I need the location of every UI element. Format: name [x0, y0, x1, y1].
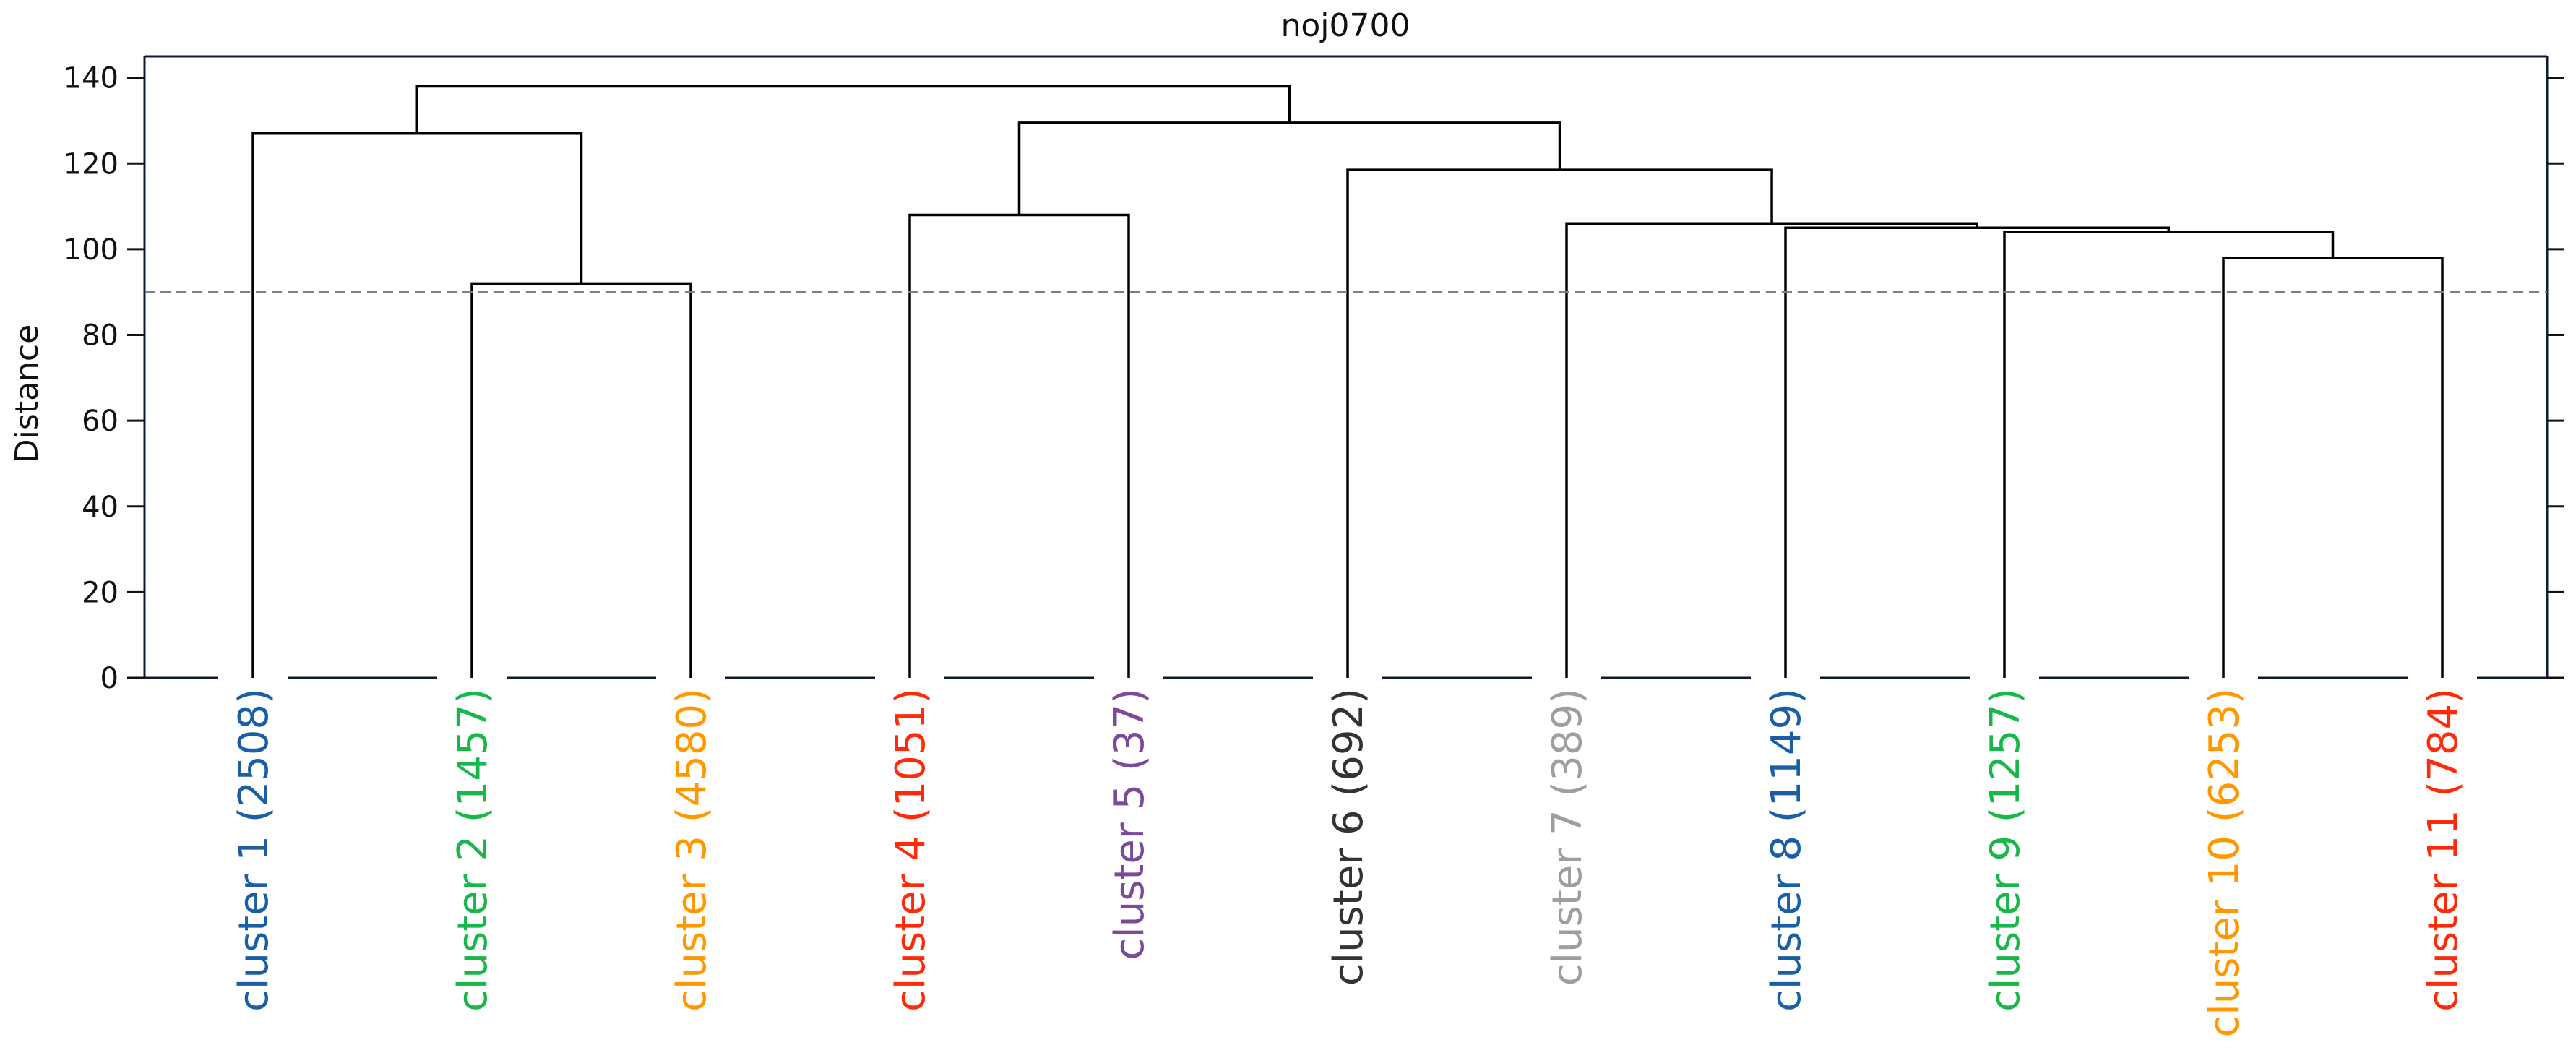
dendrogram-link — [2222, 257, 2444, 678]
dendrogram-link — [1346, 168, 1773, 678]
leaf-label: cluster 7 (389) — [1544, 688, 1591, 986]
leaf-label: cluster 5 (37) — [1106, 688, 1153, 960]
y-tick-label: 80 — [82, 319, 119, 353]
leaf-label: cluster 1 (2508) — [231, 688, 277, 1012]
dendrogram-link — [470, 282, 692, 678]
leaf-label: cluster 4 (1051) — [887, 688, 934, 1012]
chart-title: noj0700 — [1280, 7, 1410, 44]
dendrogram-link — [415, 85, 1291, 134]
leaf-label: cluster 6 (692) — [1325, 688, 1372, 986]
leaf-label: cluster 3 (4580) — [668, 688, 715, 1012]
y-tick-label: 100 — [64, 233, 119, 267]
leaf-label: cluster 9 (1257) — [1982, 688, 2029, 1012]
y-tick-label: 0 — [100, 662, 119, 695]
y-tick-label: 140 — [64, 62, 119, 95]
y-tick-label: 40 — [82, 491, 119, 524]
y-axis-title: Distance — [9, 324, 46, 463]
y-tick-label: 60 — [82, 405, 119, 438]
dendrogram-link — [2003, 231, 2335, 678]
y-tick-label: 120 — [64, 147, 119, 181]
leaf-label: cluster 8 (1149) — [1763, 688, 1810, 1012]
dendrogram-link — [251, 132, 583, 678]
y-tick-label: 20 — [82, 576, 119, 609]
leaf-label: cluster 10 (6253) — [2201, 688, 2248, 1038]
leaf-label: cluster 2 (1457) — [449, 688, 496, 1012]
dendrogram-link — [908, 213, 1130, 678]
dendrogram-link — [1784, 226, 2170, 678]
plot-area: 0 20 40 60 80 100 120 140 cluster 1 (2508) cluste… — [64, 55, 2564, 1038]
leaf-label: cluster 11 (784) — [2420, 688, 2467, 1012]
